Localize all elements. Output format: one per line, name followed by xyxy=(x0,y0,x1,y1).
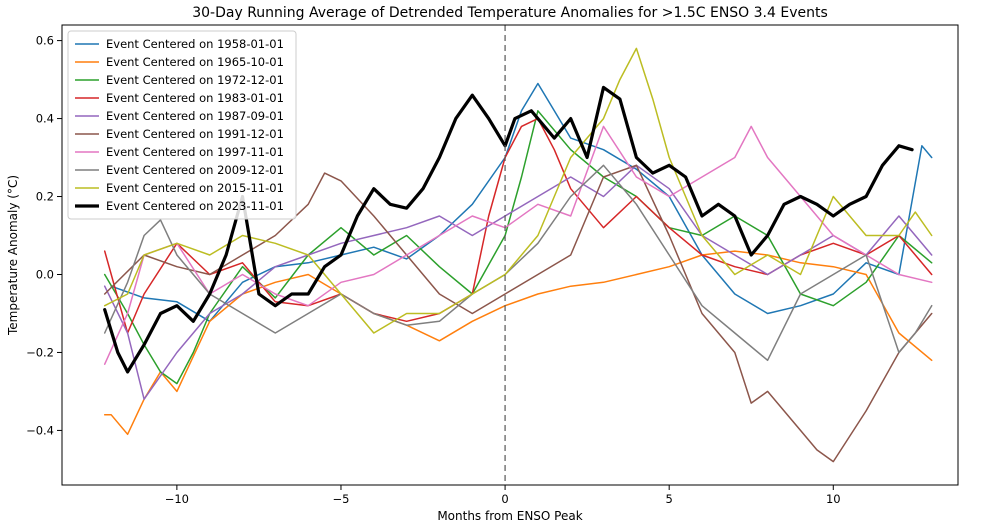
legend-entry: Event Centered on 1991-12-01 xyxy=(106,127,284,141)
legend-entry: Event Centered on 2015-11-01 xyxy=(106,181,284,195)
y-tick-label: 0.0 xyxy=(36,267,54,281)
legend-entry: Event Centered on 1983-01-01 xyxy=(106,91,284,105)
x-tick-label: −10 xyxy=(165,492,189,506)
plot-frame xyxy=(61,24,959,486)
y-axis: −0.4 −0.2 0.0 0.2 0.4 0.6 xyxy=(26,34,62,437)
series-line-9 xyxy=(103,47,933,334)
x-tick-label: 5 xyxy=(666,492,673,506)
y-tick-label: −0.4 xyxy=(26,423,54,437)
legend-entry: Event Centered on 1965-10-01 xyxy=(106,55,284,69)
chart-title: 30-Day Running Average of Detrended Temp… xyxy=(192,5,828,21)
x-tick-label: 10 xyxy=(826,492,841,506)
legend-entry: Event Centered on 1958-01-01 xyxy=(106,37,284,51)
legend-entry: Event Centered on 1987-09-01 xyxy=(106,109,284,123)
series-line-2 xyxy=(103,250,933,436)
legend-entry: Event Centered on 1972-12-01 xyxy=(106,73,284,87)
x-axis: −10 −5 0 5 10 xyxy=(165,485,841,506)
series-line-6 xyxy=(103,164,933,463)
series-line-1 xyxy=(110,82,933,323)
y-tick-label: 0.6 xyxy=(36,34,54,48)
legend: Event Centered on 1958-01-01 Event Center… xyxy=(67,30,297,220)
y-tick-label: 0.4 xyxy=(36,112,54,126)
y-axis-label: Temperature Anomaly (°C) xyxy=(6,175,20,336)
series-line-7 xyxy=(103,125,933,365)
series-line-3 xyxy=(103,110,933,385)
x-tick-label: −5 xyxy=(332,492,349,506)
legend-entry: Event Centered on 2023-11-01 xyxy=(106,199,284,213)
legend-entry: Event Centered on 2009-12-01 xyxy=(106,163,284,177)
x-axis-label: Months from ENSO Peak xyxy=(437,509,582,523)
y-tick-label: 0.2 xyxy=(36,190,54,204)
legend-box xyxy=(67,30,297,220)
y-tick-label: −0.2 xyxy=(26,345,54,359)
legend-entry: Event Centered on 1997-11-01 xyxy=(106,145,284,159)
x-tick-label: 0 xyxy=(501,492,508,506)
